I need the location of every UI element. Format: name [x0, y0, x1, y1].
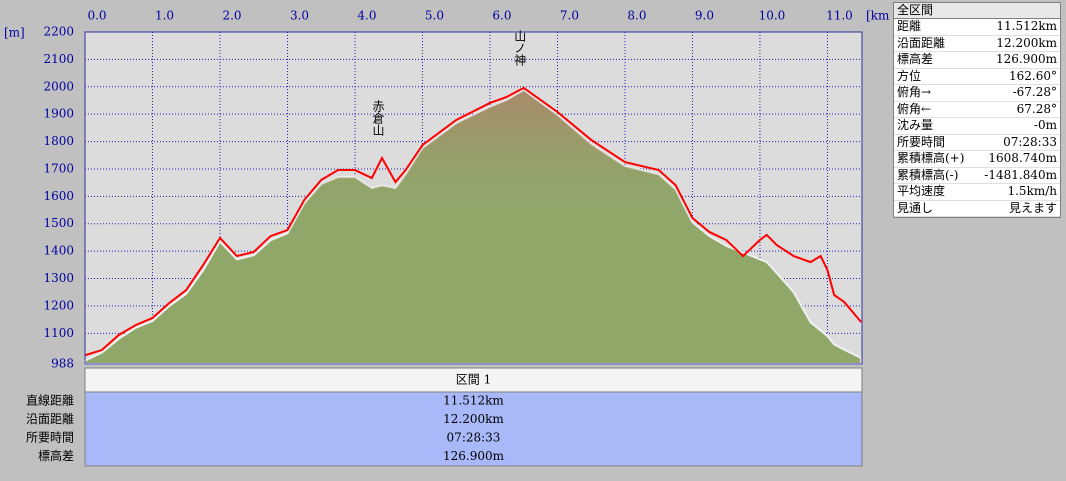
panel-value: 67.28° [1016, 101, 1057, 116]
y-tick-label: 1200 [43, 298, 74, 312]
panel-row: 距離 11.512km [894, 19, 1060, 36]
panel-value: 162.60° [1009, 68, 1057, 83]
panel-row: 方位 162.60° [894, 68, 1060, 85]
panel-key: 俯角← [897, 101, 932, 116]
chart: [m] [km] 区間 1 直線距離 11.512km 沿面距離 12.200km 所要時… [4, 9, 890, 467]
panel-value: 見えます [1008, 200, 1057, 215]
panel-row: 俯角→ -67.28° [894, 85, 1060, 102]
y-tick-label: 2100 [43, 52, 74, 66]
panel-row: 見通し 見えます [894, 200, 1060, 217]
x-tick-label: 2.0 [222, 9, 241, 23]
section-table: 区間 1 直線距離 11.512km 沿面距離 12.200km 所要時間 07:28:33… [26, 367, 863, 467]
panel-key: 累積標高(+) [897, 151, 965, 165]
terrain-shade [85, 90, 862, 365]
panel-key: 沈み量 [897, 118, 934, 132]
row-label: 所要時間 [26, 431, 74, 445]
panel-key: 俯角→ [897, 85, 932, 99]
y-tick-label: 1500 [43, 216, 74, 230]
panel-row: 沈み量 -0m [894, 118, 1060, 135]
row-label: 直線距離 [26, 393, 74, 408]
y-tick-label: 1800 [43, 134, 74, 148]
y-tick-label: 1900 [43, 107, 74, 121]
y-tick-label: 1300 [43, 271, 74, 285]
panel-value: -0m [1033, 118, 1057, 132]
panel-key: 方位 [897, 68, 922, 83]
panel-row: 沿面距離 12.200km [894, 35, 1060, 52]
x-tick-label: 0.0 [87, 9, 106, 23]
table-header-text: 区間 1 [456, 373, 491, 387]
panel-row: 累積標高(+) 1608.740m [894, 151, 1060, 168]
panel-value: -67.28° [1012, 85, 1057, 99]
panel-row: 平均速度 1.5km/h [894, 184, 1060, 201]
row-label: 沿面距離 [26, 412, 74, 426]
annotation: 赤倉山 [371, 100, 385, 136]
panel-value: 126.900m [995, 52, 1057, 66]
y-tick-label: 988 [51, 357, 74, 371]
panel-row: 所要時間 07:28:33 [894, 134, 1060, 151]
x-tick-label: 1.0 [155, 9, 174, 23]
y-tick-label: 1400 [43, 244, 74, 258]
row-label: 標高差 [38, 448, 74, 463]
panel-value: 12.200km [996, 35, 1057, 50]
x-tick-label: 9.0 [695, 9, 714, 23]
y-tick-label: 1600 [43, 189, 74, 203]
route-line [84, 86, 862, 357]
x-tick-label: 5.0 [425, 9, 444, 23]
panel-value: 1608.740m [988, 151, 1057, 165]
x-tick-label: 7.0 [560, 9, 579, 23]
row-value: 126.900m [443, 449, 505, 463]
x-unit: [km] [866, 9, 890, 23]
x-tick-label: 11.0 [826, 9, 853, 23]
panel-value: 11.512km [996, 19, 1057, 33]
panel-key: 累積標高(-) [897, 167, 959, 182]
table-body [84, 391, 863, 467]
panel-title: 全区間 [894, 3, 1060, 19]
y-tick-label: 1100 [43, 326, 74, 340]
table-header [84, 367, 863, 393]
x-tick-label: 10.0 [759, 9, 786, 23]
panel-key: 沿面距離 [897, 35, 946, 50]
panel-key: 所要時間 [897, 134, 946, 149]
row-value: 07:28:33 [447, 431, 501, 445]
panel-key: 距離 [897, 19, 922, 33]
y-tick-label: 2000 [43, 79, 74, 93]
x-tick-label: 3.0 [290, 9, 309, 23]
panel-value: 1.5km/h [1007, 184, 1057, 198]
x-tick-label: 4.0 [357, 9, 376, 23]
summary-panel: 全区間 距離 11.512km 沿面距離 12.200km 標高差 126.900m 方位 1… [893, 2, 1061, 218]
panel-value: -1481.840m [984, 167, 1057, 182]
annotation: 山ノ神 [513, 29, 527, 65]
panel-value: 07:28:33 [1003, 134, 1057, 149]
panel-key: 見通し [897, 200, 934, 215]
plot-border [84, 31, 863, 365]
panel-row: 累積標高(-) -1481.840m [894, 167, 1060, 184]
y-tick-label: 1700 [43, 161, 74, 175]
panel-key: 平均速度 [897, 184, 946, 198]
panel-row: 俯角← 67.28° [894, 101, 1060, 118]
row-value: 11.512km [443, 394, 504, 408]
row-value: 12.200km [443, 412, 504, 426]
y-tick-label: 2200 [43, 25, 74, 39]
panel-key: 標高差 [897, 52, 934, 66]
x-tick-label: 6.0 [492, 9, 511, 23]
x-tick-label: 8.0 [627, 9, 646, 23]
y-unit: [m] [4, 26, 25, 40]
panel-row: 標高差 126.900m [894, 52, 1060, 69]
